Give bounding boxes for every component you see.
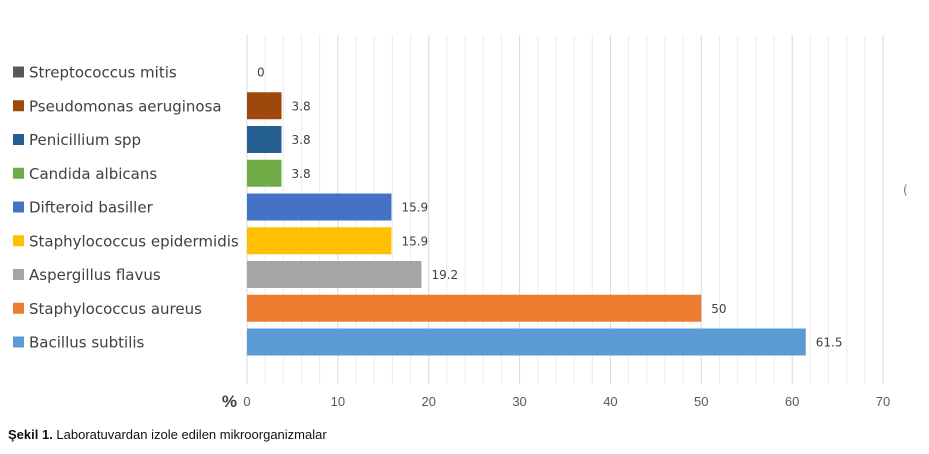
legend-label: Staphylococcus aureus — [29, 300, 202, 318]
data-label: 50 — [711, 302, 726, 316]
x-tick-label: 50 — [694, 394, 708, 409]
legend-label: Pseudomonas aeruginosa — [29, 97, 222, 115]
bar — [247, 159, 282, 187]
legend-label: Streptococcus mitis — [29, 64, 177, 82]
legend-label: Candida albicans — [29, 165, 157, 183]
x-tick-label: 30 — [512, 394, 526, 409]
data-label: 19.2 — [431, 268, 458, 282]
x-tick-label: 0 — [243, 394, 250, 409]
data-label: 0 — [257, 66, 265, 80]
data-label: 3.8 — [292, 133, 311, 147]
legend-swatch — [13, 336, 24, 348]
bar — [247, 193, 392, 221]
caption-text: Laboratuvardan izole edilen mikroorganiz… — [52, 427, 327, 442]
legend: Streptococcus mitis Pseudomonas aeruginos… — [13, 64, 239, 352]
bar — [247, 126, 282, 153]
truncated-mark: ( — [903, 183, 908, 197]
legend-swatch — [13, 167, 24, 179]
bar — [247, 92, 282, 120]
caption-label: Şekil 1. — [8, 427, 53, 442]
legend-swatch — [13, 302, 24, 314]
gridlines — [246, 35, 884, 384]
x-tick-label: 20 — [421, 394, 435, 409]
legend-swatch — [13, 66, 24, 78]
x-tick-label: 10 — [331, 394, 345, 409]
bar — [247, 227, 392, 255]
legend-label: Penicillium spp — [29, 131, 141, 149]
legend-label: Staphylococcus epidermidis — [29, 232, 239, 250]
legend-swatch — [13, 201, 24, 213]
x-tick-label: 60 — [785, 394, 799, 409]
legend-label: Bacillus subtilis — [29, 334, 145, 352]
legend-label: Difteroid basiller — [29, 199, 154, 217]
data-labels: 0 3.8 3.8 3.8 15.9 15.9 19.2 50 61.5 — [257, 66, 842, 350]
x-axis-label: % — [222, 392, 237, 411]
data-label: 15.9 — [401, 201, 428, 215]
bar-chart: Streptococcus mitis Pseudomonas aeruginos… — [13, 35, 890, 411]
x-axis: 0 10 20 30 40 50 60 70% — [222, 392, 890, 411]
bar — [247, 261, 422, 288]
legend-swatch — [13, 134, 24, 145]
x-tick-label: 70 — [876, 394, 890, 409]
legend-swatch — [13, 235, 24, 247]
legend-label: Aspergillus flavus — [29, 266, 161, 284]
legend-swatch — [13, 269, 24, 280]
legend-swatch — [13, 100, 24, 112]
data-label: 15.9 — [401, 234, 428, 248]
data-label: 3.8 — [292, 167, 311, 181]
data-label: 3.8 — [292, 99, 311, 113]
bar — [247, 294, 702, 322]
bars — [247, 92, 806, 356]
figure-caption: Şekil 1. Laboratuvardan izole edilen mik… — [8, 427, 327, 442]
x-tick-label: 40 — [603, 394, 617, 409]
data-label: 61.5 — [816, 336, 843, 350]
bar — [247, 328, 806, 356]
